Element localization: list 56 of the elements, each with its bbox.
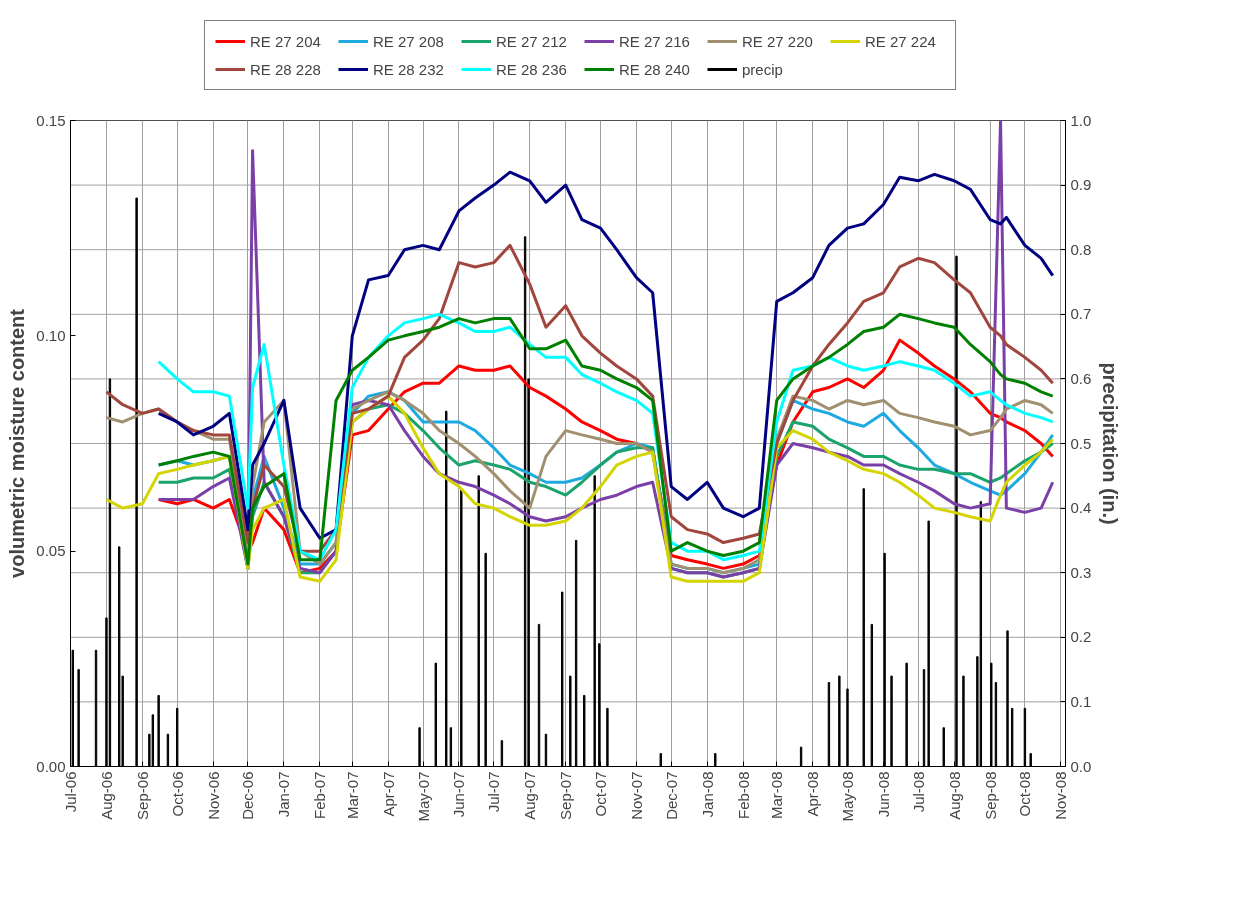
legend-label: RE 28 232 bbox=[373, 60, 445, 78]
legend-label: RE 28 236 bbox=[496, 60, 568, 78]
y-tick-label: 0.05 bbox=[36, 542, 66, 560]
x-tick-label: Sep-08 bbox=[981, 771, 999, 820]
x-tick-label: Nov-06 bbox=[204, 771, 222, 820]
x-tick-label: Oct-08 bbox=[1016, 771, 1034, 817]
x-tick-label: Sep-06 bbox=[133, 771, 151, 820]
x-tick-label: Jan-07 bbox=[275, 771, 293, 818]
x-tick-label: Apr-08 bbox=[804, 771, 822, 817]
y-axis-title: volumetric moisture content bbox=[6, 308, 29, 578]
x-tick-label: Aug-07 bbox=[521, 771, 539, 820]
x-tick-label: Jun-08 bbox=[874, 771, 892, 818]
x-tick-label: Nov-07 bbox=[627, 771, 645, 820]
y2-tick-label: 1.0 bbox=[1070, 111, 1092, 129]
x-tick-label: Jul-07 bbox=[485, 771, 503, 813]
x-tick-label: Aug-06 bbox=[97, 771, 115, 820]
x-tick-label: Dec-07 bbox=[662, 771, 680, 820]
x-tick-label: Feb-08 bbox=[734, 771, 752, 820]
x-tick-label: May-08 bbox=[838, 771, 856, 822]
legend-label: RE 27 216 bbox=[619, 32, 691, 50]
x-tick-label: Nov-08 bbox=[1052, 771, 1070, 820]
x-tick-label: Jun-07 bbox=[450, 771, 468, 818]
legend-label: precip bbox=[742, 60, 784, 78]
y2-axis-title: precipitation (in.) bbox=[1099, 362, 1122, 525]
y2-tick-label: 0.4 bbox=[1070, 499, 1092, 517]
x-tick-label: Oct-07 bbox=[591, 771, 609, 817]
y2-tick-label: 0.1 bbox=[1070, 692, 1092, 710]
y2-tick-label: 0.7 bbox=[1070, 305, 1092, 323]
legend-label: RE 28 228 bbox=[250, 60, 322, 78]
x-tick-label: Mar-08 bbox=[768, 771, 786, 820]
legend-label: RE 27 224 bbox=[865, 32, 937, 50]
x-tick-label: Sep-07 bbox=[557, 771, 575, 820]
y2-tick-label: 0.6 bbox=[1070, 369, 1092, 387]
x-tick-label: Jul-08 bbox=[909, 771, 927, 813]
x-tick-label: Dec-06 bbox=[239, 771, 257, 820]
y2-tick-label: 0.5 bbox=[1070, 434, 1092, 452]
y2-tick-label: 0.3 bbox=[1070, 563, 1092, 581]
x-tick-label: Feb-07 bbox=[311, 771, 329, 820]
legend-label: RE 27 212 bbox=[496, 32, 568, 50]
y-tick-label: 0.10 bbox=[36, 326, 66, 344]
y2-tick-label: 0.2 bbox=[1070, 628, 1092, 646]
y-tick-label: 0.15 bbox=[36, 111, 66, 129]
x-tick-label: Mar-07 bbox=[343, 771, 361, 820]
y2-tick-label: 0.9 bbox=[1070, 176, 1092, 194]
x-tick-label: Apr-07 bbox=[379, 771, 397, 817]
y2-tick-label: 0.8 bbox=[1070, 240, 1092, 258]
x-tick-label: May-07 bbox=[414, 771, 432, 822]
x-tick-label: Aug-08 bbox=[945, 771, 963, 820]
x-tick-label: Oct-06 bbox=[168, 771, 186, 817]
legend-label: RE 27 220 bbox=[742, 32, 814, 50]
legend-label: RE 27 208 bbox=[373, 32, 445, 50]
legend-label: RE 28 240 bbox=[619, 60, 691, 78]
y2-tick-label: 0.0 bbox=[1070, 757, 1092, 775]
x-tick-label: Jan-08 bbox=[698, 771, 716, 818]
line-series bbox=[157, 170, 1055, 540]
legend-label: RE 27 204 bbox=[250, 32, 322, 50]
